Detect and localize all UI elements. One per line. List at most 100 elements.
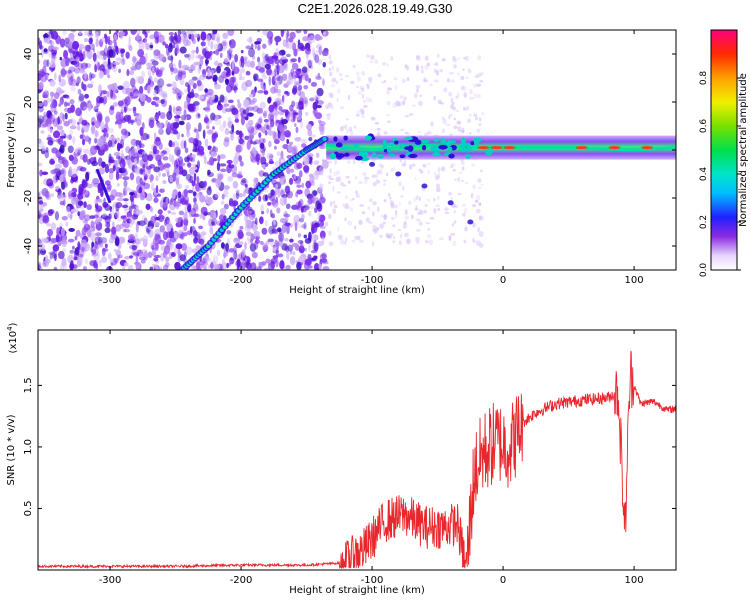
noise-speck (130, 119, 135, 124)
noise-speck (212, 193, 219, 201)
noise-speck (277, 124, 284, 133)
carrier-blob (465, 154, 471, 159)
noise-speck (435, 70, 440, 76)
snr-scale-label: (x104) (6, 322, 19, 353)
noise-speck (362, 172, 367, 176)
noise-speck (212, 74, 218, 82)
noise-speck (392, 236, 396, 240)
noise-speck (296, 184, 302, 188)
noise-speck (52, 118, 59, 128)
noise-speck (76, 147, 83, 153)
carrier-blob (377, 154, 384, 159)
noise-speck (344, 202, 349, 206)
noise-speck (435, 174, 439, 179)
carrier-blob (447, 140, 457, 144)
noise-speck (53, 110, 58, 115)
noise-speck (440, 166, 446, 172)
x-tick-label: -100 (361, 275, 384, 286)
noise-speck (171, 81, 177, 90)
noise-speck (149, 266, 154, 270)
noise-speck (182, 64, 190, 69)
noise-speck (302, 204, 310, 211)
noise-speck (122, 80, 130, 90)
noise-speck (44, 190, 50, 198)
noise-speck (315, 152, 320, 158)
noise-speck (183, 232, 188, 237)
noise-speck (264, 109, 269, 113)
noise-speck (308, 210, 312, 217)
noise-speck (83, 106, 88, 110)
noise-speck (272, 245, 277, 253)
noise-speck (284, 237, 289, 242)
noise-speck (160, 152, 164, 157)
noise-speck (68, 119, 73, 124)
noise-speck (199, 74, 207, 80)
noise-speck (437, 207, 441, 211)
noise-speck (318, 190, 323, 196)
noise-speck (374, 121, 380, 125)
noise-speck (96, 198, 103, 203)
noise-speck (283, 62, 289, 71)
noise-speck (155, 184, 159, 194)
noise-speck (281, 95, 285, 103)
noise-speck (403, 96, 407, 101)
noise-speck (283, 213, 291, 218)
noise-speck (126, 155, 131, 166)
noise-speck (107, 127, 114, 134)
noise-speck (239, 161, 244, 167)
noise-speck (97, 119, 101, 124)
noise-speck (261, 227, 268, 235)
noise-speck (206, 125, 210, 130)
noise-speck (159, 112, 166, 120)
noise-speck (143, 182, 151, 190)
noise-speck (223, 138, 230, 148)
noise-speck (168, 153, 173, 162)
noise-speck (90, 80, 94, 85)
noise-speck (293, 180, 301, 185)
noise-speck (158, 80, 162, 90)
noise-speck (315, 44, 323, 49)
noise-speck (183, 256, 187, 264)
noise-speck (257, 90, 264, 94)
noise-speck (267, 238, 274, 243)
noise-speck (53, 130, 61, 139)
noise-speck (245, 231, 252, 237)
noise-speck (143, 217, 148, 226)
noise-speck (147, 77, 152, 86)
noise-speck (81, 226, 87, 236)
noise-speck (449, 113, 453, 118)
noise-speck (197, 113, 201, 118)
noise-speck (372, 181, 377, 187)
noise-speck (239, 71, 243, 81)
noise-speck (135, 262, 142, 270)
noise-speck (63, 101, 68, 107)
noise-speck (179, 46, 187, 54)
noise-speck (170, 211, 177, 215)
noise-speck (75, 168, 79, 172)
noise-speck (212, 134, 217, 142)
noise-speck (365, 54, 371, 58)
noise-speck (71, 36, 74, 42)
noise-speck (295, 30, 302, 34)
noise-speck (241, 249, 246, 258)
noise-speck (286, 114, 293, 122)
noise-speck (344, 237, 348, 243)
noise-speck (390, 217, 395, 220)
noise-speck (77, 149, 82, 156)
noise-speck (368, 77, 373, 82)
noise-speck (361, 88, 365, 92)
noise-speck (278, 232, 285, 242)
noise-speck (184, 53, 190, 58)
noise-speck (437, 176, 440, 179)
noise-speck (131, 244, 137, 251)
noise-speck (97, 61, 100, 71)
noise-speck (210, 40, 214, 50)
noise-speck (42, 33, 50, 39)
noise-speck (232, 193, 239, 201)
noise-speck (263, 118, 269, 123)
noise-speck (45, 147, 49, 153)
noise-speck (265, 240, 270, 245)
noise-speck (73, 67, 81, 74)
noise-speck (225, 242, 230, 252)
noise-speck (361, 211, 366, 215)
